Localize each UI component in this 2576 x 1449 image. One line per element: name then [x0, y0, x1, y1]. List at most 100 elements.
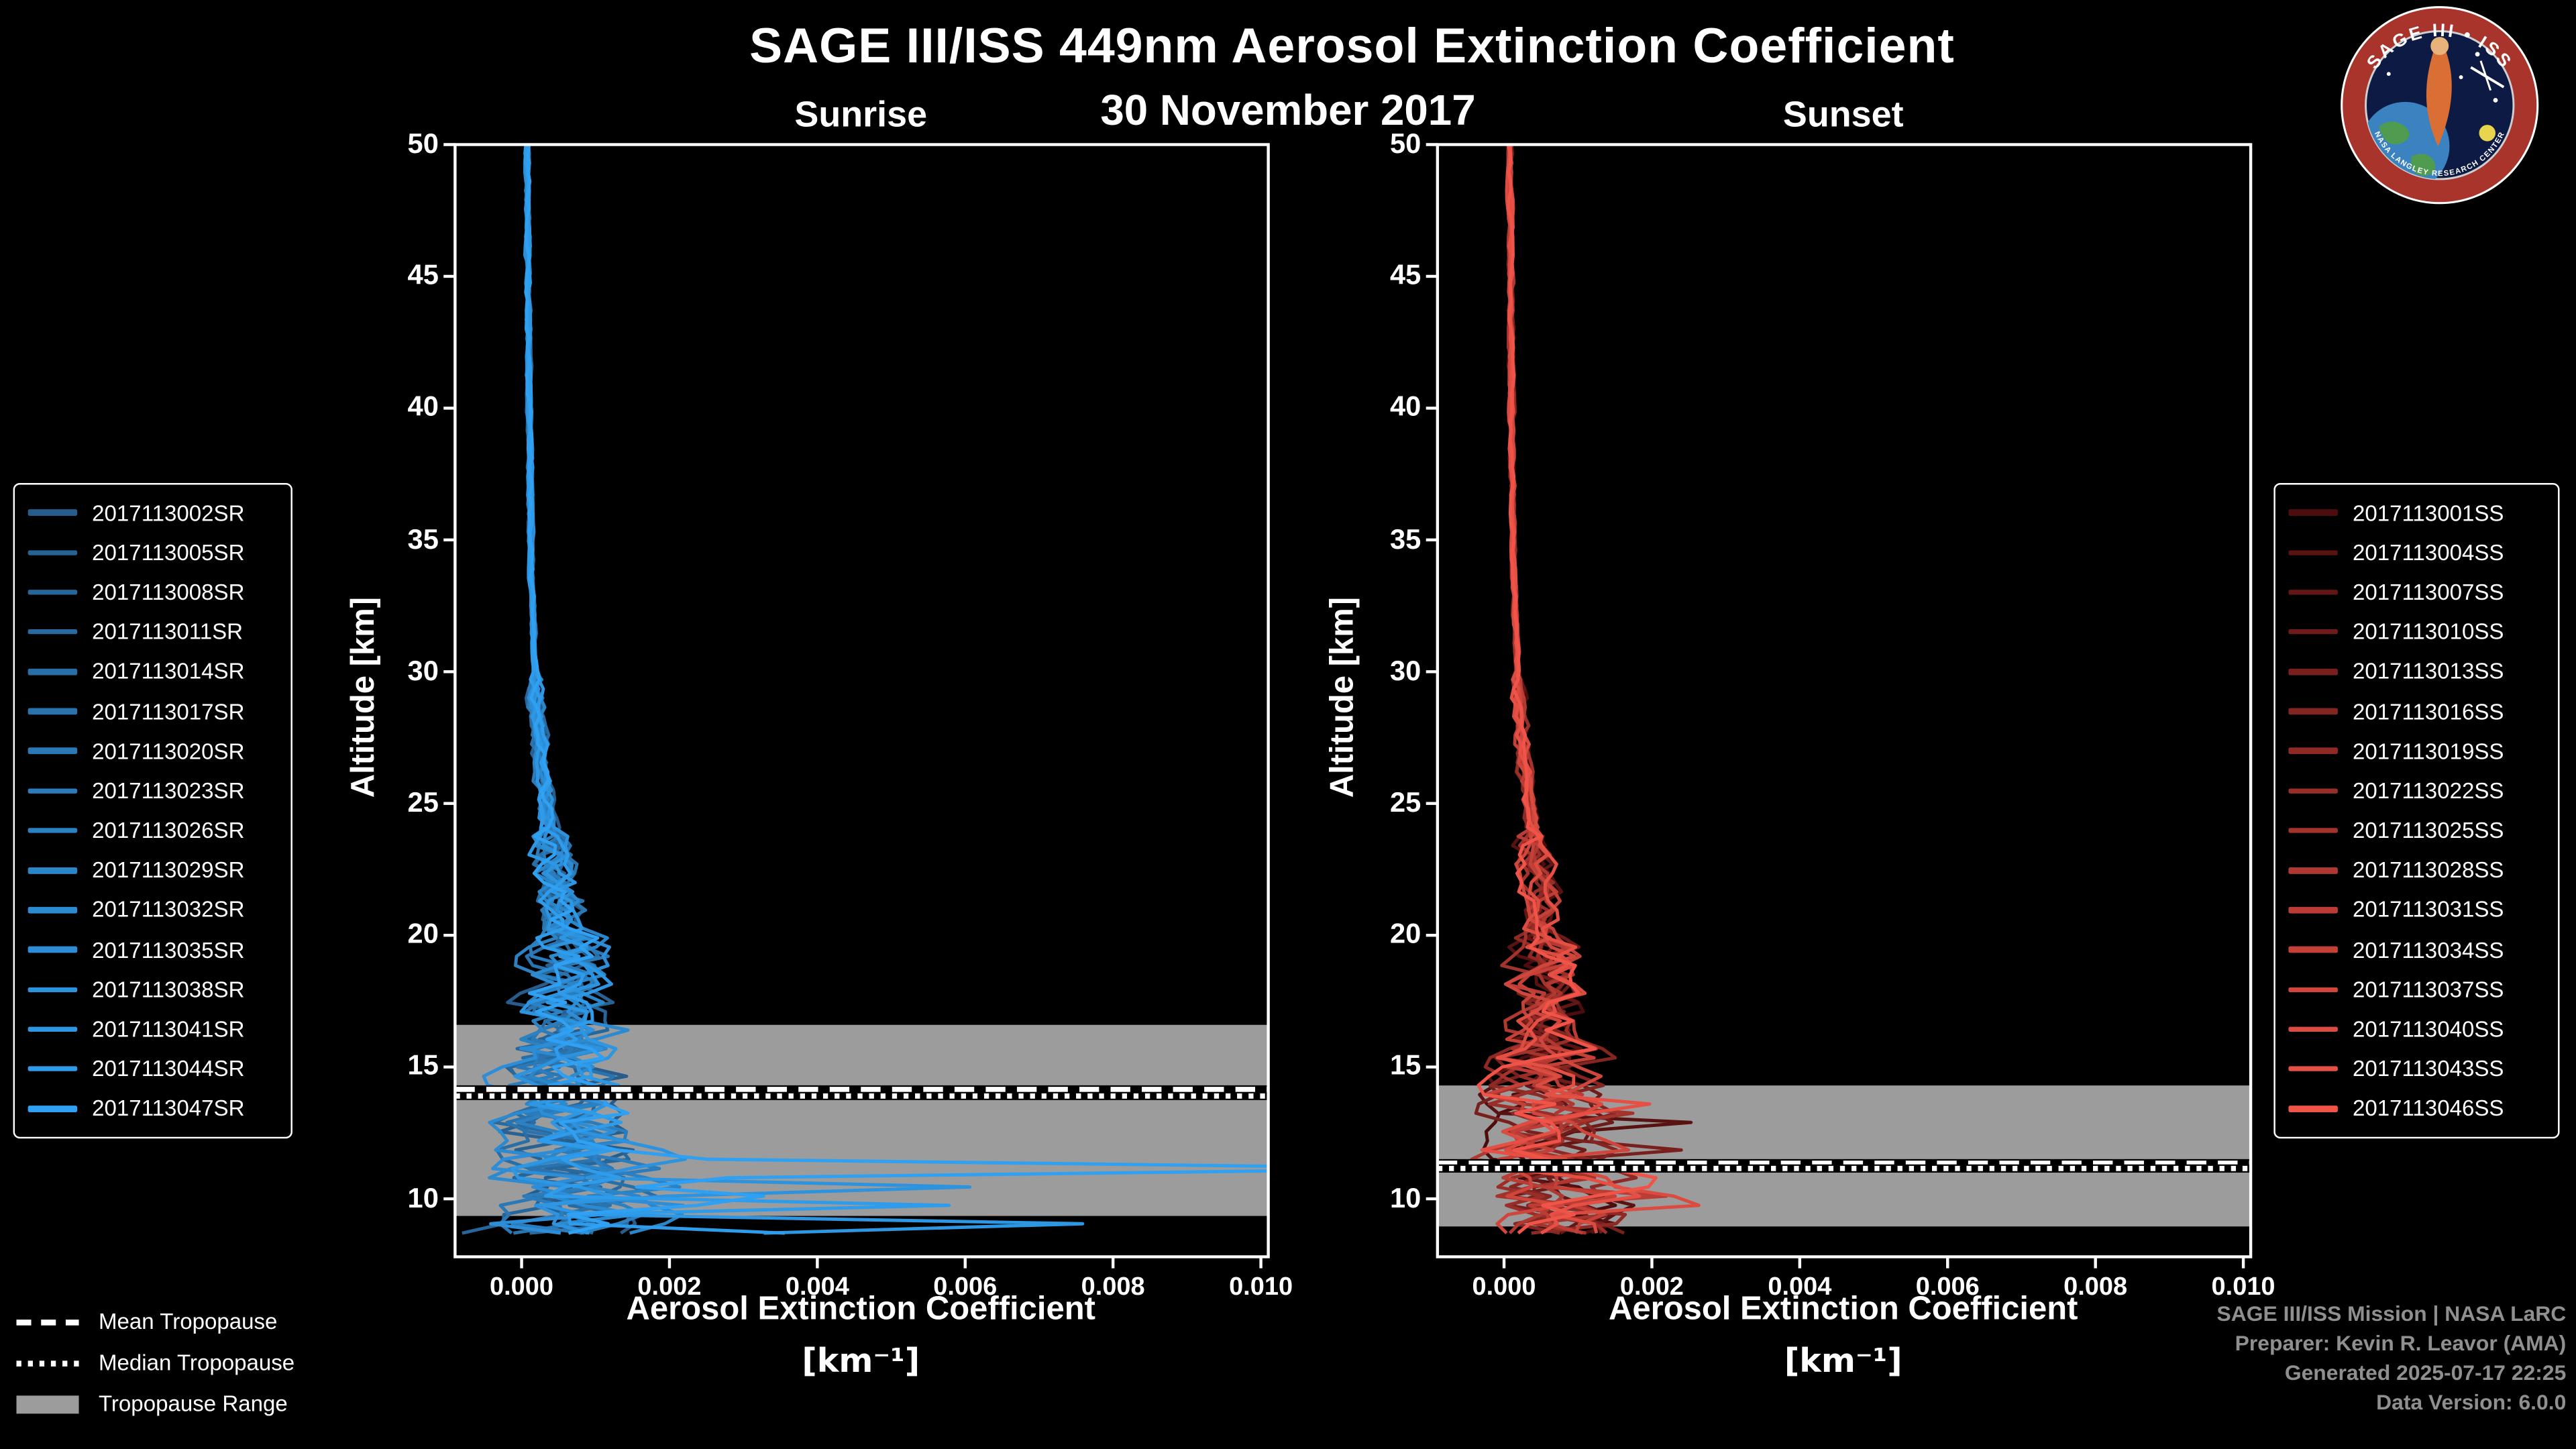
legend-series-label: 2017113047SR: [92, 1096, 245, 1122]
footer-line: Generated 2025-07-17 22:25: [2284, 1360, 2567, 1385]
legend-series-label: 2017113028SS: [2352, 858, 2504, 883]
legend-item: 2017113005SR: [28, 533, 278, 572]
dashed-line-icon: [16, 1318, 79, 1325]
legend-item: 2017113002SR: [28, 493, 278, 533]
axes-frame: [453, 143, 1270, 1258]
legend-item: 2017113026SR: [28, 811, 278, 851]
legend-item: 2017113004SS: [2288, 533, 2544, 572]
legend-item: 2017113025SS: [2288, 811, 2544, 851]
legend-series-swatch: [28, 748, 78, 755]
legend-item: 2017113038SR: [28, 970, 278, 1010]
sunrise-x-axis-units: [km⁻¹]: [802, 1340, 920, 1381]
legend-series-label: 2017113046SS: [2352, 1096, 2504, 1122]
legend-series-swatch: [28, 947, 78, 953]
tropopause-range-legend-item: Tropopause Range: [13, 1383, 295, 1424]
sunrise-plot-area: 0.000 0.002 0.004 0.006 0.008 0.010 10 15 20 25 30…: [408, 121, 1293, 1329]
legend-series-label: 2017113017SR: [92, 699, 245, 724]
y-axis-tick-label: 45: [407, 260, 439, 291]
legend-series-label: 2017113035SR: [92, 937, 245, 963]
legend-series-label: 2017113004SS: [2352, 540, 2504, 565]
legend-series-swatch: [28, 867, 78, 873]
legend-series-swatch: [2288, 867, 2338, 873]
legend-series-label: 2017113026SR: [92, 818, 245, 843]
y-axis-tick-label: 25: [407, 787, 439, 818]
y-axis-tick-label: 45: [1390, 260, 1421, 291]
legend-item: 2017113020SR: [28, 731, 278, 771]
y-axis-tick-label: 10: [407, 1182, 439, 1214]
tropopause-range-label: Tropopause Range: [98, 1391, 288, 1417]
y-axis-tick-label: 35: [407, 523, 439, 555]
legend-series-swatch: [2288, 549, 2338, 555]
legend-series-swatch: [2288, 668, 2338, 675]
legend-series-label: 2017113025SS: [2352, 818, 2504, 843]
x-axis-tick-label: 0.004: [785, 1273, 849, 1301]
sunrise-plot-svg: [443, 143, 1270, 1269]
y-axis-tick-label: 15: [1390, 1051, 1421, 1082]
logo-artwork: [2365, 37, 2505, 179]
legend-series-swatch: [28, 1106, 78, 1112]
sunset-panel-title: Sunset: [1782, 93, 1904, 135]
legend-series-label: 2017113031SS: [2352, 898, 2504, 923]
median-tropopause-legend-item: Median Tropopause: [13, 1342, 295, 1383]
legend-series-label: 2017113034SS: [2352, 937, 2504, 963]
x-axis-tick-label: 0.002: [1619, 1273, 1684, 1301]
legend-series-swatch: [2288, 827, 2338, 834]
legend-series-swatch: [28, 589, 78, 596]
legend-series-label: 2017113040SS: [2352, 1016, 2504, 1042]
legend-series-swatch: [2288, 510, 2338, 516]
legend-series-label: 2017113005SR: [92, 540, 245, 565]
legend-series-swatch: [28, 629, 78, 635]
x-axis-tick-label: 0.000: [490, 1273, 554, 1301]
legend-series-swatch: [2288, 788, 2338, 794]
legend-item: 2017113013SS: [2288, 652, 2544, 692]
profile-line: [511, 144, 1085, 1235]
legend-series-label: 2017113019SS: [2352, 739, 2504, 764]
legend-series-swatch: [2288, 907, 2338, 913]
legend-item: 2017113019SS: [2288, 731, 2544, 771]
legend-series-label: 2017113022SS: [2352, 778, 2504, 804]
legend-series-label: 2017113020SR: [92, 739, 245, 764]
x-axis-tick-label: 0.008: [2063, 1273, 2128, 1301]
legend-series-swatch: [2288, 748, 2338, 755]
legend-series-swatch: [2288, 589, 2338, 596]
x-axis-tick-label: 0.006: [1915, 1273, 1980, 1301]
legend-series-swatch: [2288, 629, 2338, 635]
legend-series-label: 2017113010SS: [2352, 619, 2504, 645]
legend-item: 2017113047SR: [28, 1089, 278, 1128]
legend-series-swatch: [28, 549, 78, 555]
legend-item: 2017113043SS: [2288, 1049, 2544, 1089]
sunset-x-axis-units: [km⁻¹]: [1784, 1340, 1902, 1381]
x-axis-tick-label: 0.010: [2211, 1273, 2275, 1301]
legend-item: 2017113017SR: [28, 692, 278, 731]
x-axis-tick-label: 0.004: [1768, 1273, 1832, 1301]
legend-item: 2017113023SR: [28, 771, 278, 810]
y-axis-tick-label: 40: [407, 391, 439, 423]
median-tropopause-label: Median Tropopause: [98, 1350, 295, 1375]
sunrise-profiles: [462, 144, 1269, 1235]
y-axis-tick-label: 40: [1390, 391, 1421, 423]
legend-item: 2017113040SS: [2288, 1010, 2544, 1049]
legend-series-label: 2017113044SR: [92, 1057, 245, 1081]
x-axis-tick-label: 0.010: [1229, 1273, 1293, 1301]
y-axis-tick-label: 10: [1390, 1182, 1421, 1214]
legend-series-label: 2017113041SR: [92, 1016, 245, 1042]
y-axis-tick-label: 50: [407, 128, 439, 160]
legend-item: 2017113010SS: [2288, 612, 2544, 651]
legend-series-swatch: [28, 788, 78, 794]
axes-frame: [1436, 143, 2253, 1258]
footer-credits: SAGE III/ISS Mission | NASA LaRC Preparer…: [2217, 1299, 2567, 1417]
dotted-line-icon: [16, 1360, 79, 1366]
legend-item: 2017113014SR: [28, 652, 278, 692]
footer-line: Preparer: Kevin R. Leavor (AMA): [2235, 1330, 2567, 1356]
sunrise-x-axis-label: Aerosol Extinction Coefficient: [626, 1291, 1095, 1328]
legend-item: 2017113037SS: [2288, 970, 2544, 1010]
legend-series-label: 2017113038SR: [92, 977, 245, 1002]
legend-item: 2017113008SR: [28, 572, 278, 612]
legend-item: 2017113001SS: [2288, 493, 2544, 533]
profile-line: [524, 144, 1269, 1235]
legend-series-label: 2017113043SS: [2352, 1057, 2504, 1081]
legend-series-swatch: [2288, 1026, 2338, 1032]
y-axis-tick-label: 50: [1390, 128, 1421, 160]
legend-item: 2017113028SS: [2288, 851, 2544, 890]
